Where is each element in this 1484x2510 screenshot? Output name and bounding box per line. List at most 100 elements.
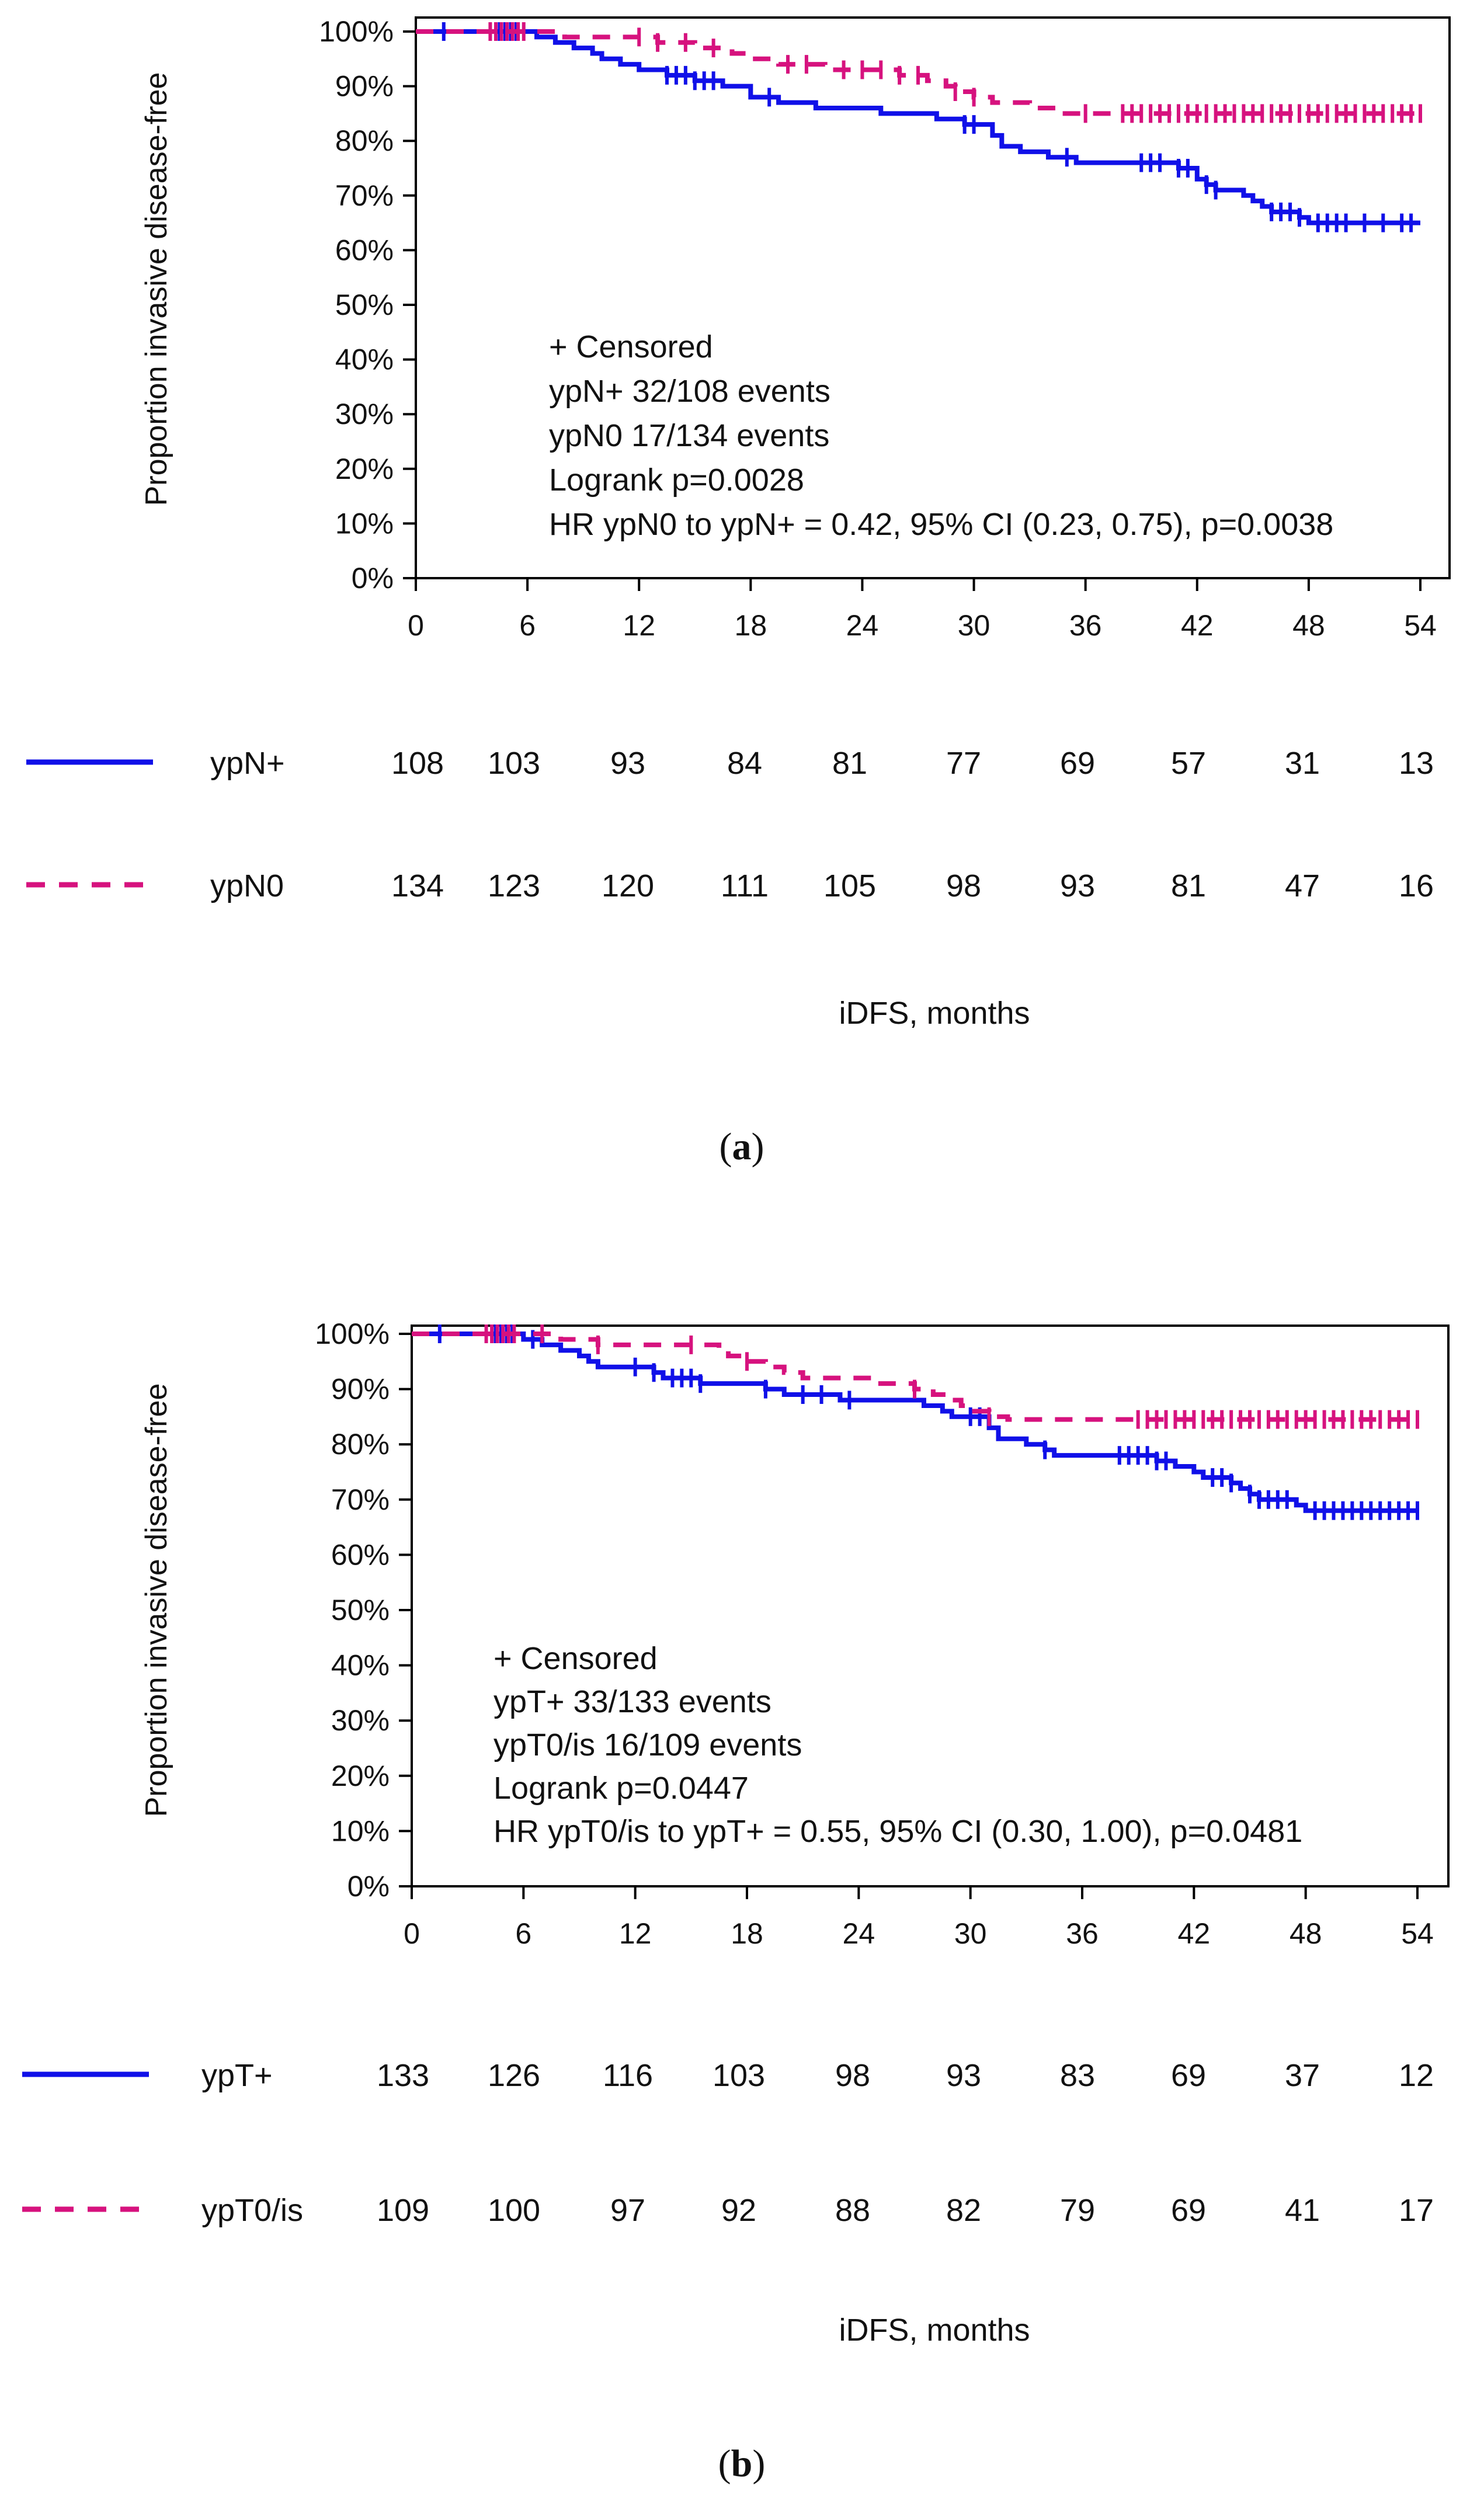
risk-label-ypN0: ypN0 xyxy=(210,868,284,903)
risk-row-ypT0/is: 109 100 97 92 88 82 79 69 41 17 xyxy=(377,2193,1434,2228)
annotation-censored: + Censored xyxy=(549,329,713,364)
survival-curves xyxy=(412,1324,1419,1520)
curve-area xyxy=(416,22,1422,232)
y-tick-label: 70% xyxy=(335,179,394,212)
at-risk-count: 103 xyxy=(488,746,540,781)
at-risk-count: 69 xyxy=(1060,746,1095,781)
y-tick-label: 90% xyxy=(335,70,394,103)
at-risk-count: 79 xyxy=(1060,2193,1095,2228)
risk-row-ypN0: 134 123 120 111 105 98 93 81 47 16 xyxy=(391,868,1434,903)
plot-frame xyxy=(411,1324,1450,1887)
x-tick-label: 24 xyxy=(843,1917,875,1950)
y-axis: 0% 10% 20% 30% 40% 50% 60% 70% 80% 90% 100% xyxy=(319,15,416,595)
risk-table: ypN+ ypN0 108 103 93 84 81 77 69 57 31 13 134 123 1… xyxy=(26,746,1434,903)
y-tick-label: 100% xyxy=(315,1317,390,1350)
x-tick-label: 6 xyxy=(515,1917,531,1950)
at-risk-count: 133 xyxy=(377,2058,429,2093)
annotation-hazard-ratio: HR ypT0/is to ypT+ = 0.55, 95% CI (0.30,… xyxy=(493,1814,1302,1849)
curve-area xyxy=(412,1324,1419,1520)
x-tick-label: 18 xyxy=(731,1917,763,1950)
y-tick-label: 50% xyxy=(331,1594,390,1626)
x-tick-label: 30 xyxy=(954,1917,987,1950)
at-risk-count: 17 xyxy=(1399,2193,1434,2228)
plot-frame xyxy=(415,16,1451,579)
y-tick-label: 100% xyxy=(319,15,394,48)
at-risk-count: 88 xyxy=(835,2193,870,2228)
panel-a: Proportion invasive disease-free 0% 10% 20… xyxy=(26,15,1451,1168)
annotation-series1-events: ypT+ 33/133 events xyxy=(493,1684,771,1719)
risk-label-ypN+: ypN+ xyxy=(210,746,285,781)
y-tick-label: 40% xyxy=(331,1649,390,1682)
y-tick-label: 30% xyxy=(335,398,394,430)
y-tick-label: 0% xyxy=(352,562,394,595)
at-risk-count: 98 xyxy=(835,2058,870,2093)
y-tick-label: 10% xyxy=(335,507,394,540)
at-risk-count: 82 xyxy=(946,2193,981,2228)
at-risk-count: 120 xyxy=(602,868,654,903)
annotation-series2-events: ypT0/is 16/109 events xyxy=(493,1727,802,1762)
x-axis: 0 6 12 18 24 30 36 42 48 54 xyxy=(408,578,1437,642)
at-risk-count: 100 xyxy=(488,2193,540,2228)
annotation-box: + Censored ypN+ 32/108 events ypN0 17/13… xyxy=(549,329,1333,542)
x-tick-label: 42 xyxy=(1178,1917,1211,1950)
x-tick-label: 12 xyxy=(619,1917,652,1950)
at-risk-count: 126 xyxy=(488,2058,540,2093)
risk-table: ypT+ ypT0/is 133 126 116 103 98 93 83 69 37 12 10… xyxy=(22,2058,1434,2228)
at-risk-count: 41 xyxy=(1285,2193,1320,2228)
x-tick-label: 0 xyxy=(404,1917,420,1950)
x-axis-title: iDFS, months xyxy=(839,996,1030,1031)
curve-ypN+ xyxy=(416,29,1420,225)
risk-label-ypT+: ypT+ xyxy=(201,2058,273,2093)
x-tick-label: 48 xyxy=(1292,609,1325,642)
risk-row-ypT+: 133 126 116 103 98 93 83 69 37 12 xyxy=(377,2058,1434,2093)
at-risk-count: 111 xyxy=(721,868,769,903)
y-tick-label: 80% xyxy=(335,124,394,157)
y-tick-label: 30% xyxy=(331,1704,390,1737)
annotation-series1-events: ypN+ 32/108 events xyxy=(549,374,830,409)
annotation-hazard-ratio: HR ypN0 to ypN+ = 0.42, 95% CI (0.23, 0.… xyxy=(549,507,1333,542)
at-risk-count: 57 xyxy=(1171,746,1206,781)
x-tick-label: 48 xyxy=(1290,1917,1322,1950)
at-risk-count: 92 xyxy=(721,2193,756,2228)
y-axis-title: Proportion invasive disease-free xyxy=(140,72,173,506)
y-tick-label: 70% xyxy=(331,1483,390,1516)
y-tick-label: 0% xyxy=(347,1870,390,1903)
at-risk-count: 105 xyxy=(823,868,876,903)
x-tick-label: 54 xyxy=(1401,1917,1434,1950)
y-tick-label: 20% xyxy=(331,1760,390,1792)
x-tick-label: 18 xyxy=(735,609,767,642)
at-risk-count: 109 xyxy=(377,2193,429,2228)
at-risk-count: 12 xyxy=(1399,2058,1434,2093)
risk-label-ypT0/is: ypT0/is xyxy=(201,2193,303,2228)
at-risk-count: 93 xyxy=(946,2058,981,2093)
x-tick-label: 54 xyxy=(1404,609,1437,642)
x-tick-label: 6 xyxy=(519,609,536,642)
y-tick-label: 20% xyxy=(335,453,394,485)
y-tick-label: 10% xyxy=(331,1814,390,1847)
annotation-series2-events: ypN0 17/134 events xyxy=(549,418,829,453)
curve-ypT+ xyxy=(412,1332,1417,1513)
at-risk-count: 98 xyxy=(946,868,981,903)
at-risk-count: 134 xyxy=(391,868,444,903)
at-risk-count: 103 xyxy=(713,2058,765,2093)
curve-ypT0/is xyxy=(412,1332,1417,1422)
at-risk-count: 93 xyxy=(1060,868,1095,903)
x-tick-label: 30 xyxy=(958,609,991,642)
panel-b: Proportion invasive disease-free 0% 10% 20… xyxy=(22,1317,1450,2485)
at-risk-count: 123 xyxy=(488,868,540,903)
y-axis-title: Proportion invasive disease-free xyxy=(140,1383,173,1817)
at-risk-count: 37 xyxy=(1285,2058,1320,2093)
at-risk-count: 97 xyxy=(610,2193,645,2228)
at-risk-count: 16 xyxy=(1399,868,1434,903)
at-risk-count: 81 xyxy=(1171,868,1206,903)
x-tick-label: 24 xyxy=(846,609,879,642)
y-tick-label: 50% xyxy=(335,288,394,321)
annotation-censored: + Censored xyxy=(493,1641,658,1676)
at-risk-count: 31 xyxy=(1285,746,1320,781)
at-risk-count: 69 xyxy=(1171,2058,1206,2093)
x-tick-label: 36 xyxy=(1069,609,1102,642)
at-risk-count: 84 xyxy=(727,746,762,781)
y-tick-label: 40% xyxy=(335,343,394,376)
annotation-box: + Censored ypT+ 33/133 events ypT0/is 16… xyxy=(493,1641,1302,1849)
